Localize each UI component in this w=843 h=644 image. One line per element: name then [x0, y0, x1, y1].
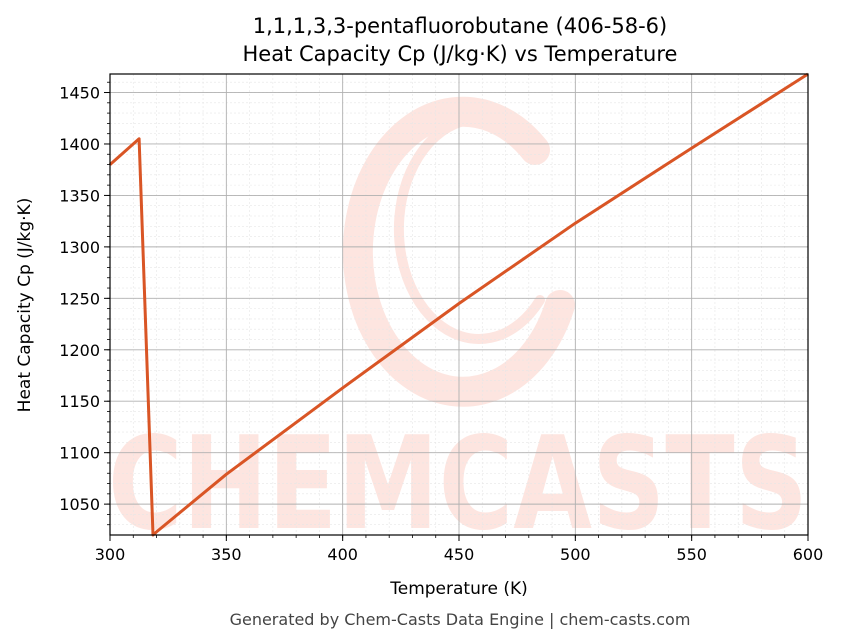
series-line-heat-capacity	[109, 72, 809, 537]
x-tick-label: 500	[560, 545, 591, 564]
x-tick-label: 350	[211, 545, 242, 564]
y-tick-label: 1300	[59, 238, 100, 257]
y-tick-label: 1050	[59, 495, 100, 514]
chemcasts-watermark-logo: CHEMCASTS	[108, 96, 808, 559]
y-tick-label: 1200	[59, 341, 100, 360]
y-tick-label: 1100	[59, 444, 100, 463]
x-tick-label: 450	[444, 545, 475, 564]
y-tick-label: 1250	[59, 289, 100, 308]
y-tick-label: 1150	[59, 392, 100, 411]
y-axis-ticks: 1050 1100 1150 1200 1250 1300 1350 1400 1450	[59, 81, 110, 526]
y-tick-label: 1400	[59, 135, 100, 154]
y-tick-label: 1450	[59, 84, 100, 103]
chart-subtitle: Heat Capacity Cp (J/kg·K) vs Temperature	[243, 42, 678, 66]
y-axis-label: Heat Capacity Cp (J/kg·K)	[15, 198, 35, 413]
x-tick-label: 300	[95, 545, 126, 564]
y-tick-label: 1350	[59, 186, 100, 205]
x-tick-label: 550	[676, 545, 707, 564]
footer-credit: Generated by Chem-Casts Data Engine | ch…	[230, 610, 691, 629]
chart-title: 1,1,1,3,3-pentafluorobutane (406-58-6)	[253, 14, 668, 38]
x-axis-label: Temperature (K)	[389, 579, 528, 599]
x-axis-ticks: 300 350 400 450 500 550 600	[95, 535, 824, 564]
x-tick-label: 400	[327, 545, 358, 564]
x-tick-label: 600	[793, 545, 824, 564]
